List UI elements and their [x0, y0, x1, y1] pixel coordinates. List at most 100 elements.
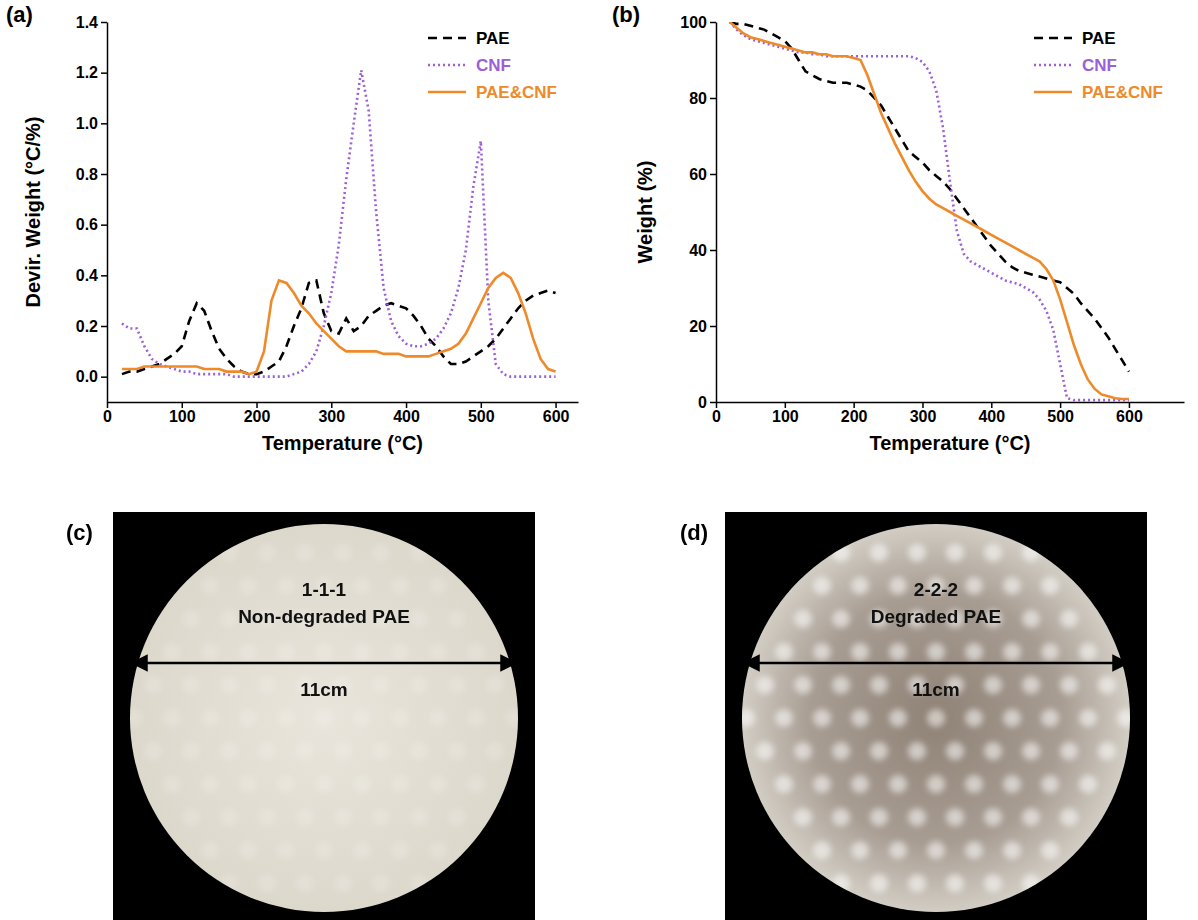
- tick: 300: [910, 402, 937, 425]
- tick: 100: [169, 402, 196, 425]
- texture-dot: [296, 544, 314, 562]
- texture-dot: [1041, 841, 1059, 859]
- tick: 600: [1116, 402, 1143, 425]
- tick: 0.0: [76, 368, 107, 385]
- texture-dot: [1022, 874, 1040, 892]
- tick-mark: [1129, 402, 1131, 408]
- texture-dot: [467, 709, 485, 727]
- tick-mark: [710, 98, 716, 100]
- legend-label: CNF: [476, 56, 511, 75]
- texture-dot: [410, 742, 428, 760]
- tick-mark: [107, 402, 109, 408]
- legend-item: PAE&CNF: [428, 83, 557, 102]
- axis-line: [716, 23, 718, 403]
- texture-dot: [908, 544, 926, 562]
- x-axis-title: Temperature (°C): [870, 432, 1031, 454]
- texture-dot: [965, 577, 983, 595]
- texture-dot: [448, 808, 466, 826]
- texture-dot: [144, 676, 162, 694]
- texture-dot: [832, 808, 850, 826]
- texture-dot: [794, 610, 812, 628]
- axis-line: [108, 402, 579, 404]
- tick-label: 100: [680, 14, 707, 31]
- texture-dot: [277, 577, 295, 595]
- texture-dot: [201, 709, 219, 727]
- panel-label: (d): [680, 520, 708, 545]
- texture-dot: [277, 841, 295, 859]
- texture-dot: [372, 676, 390, 694]
- texture-dot: [813, 709, 831, 727]
- sample-caption: Non-degraded PAE: [238, 606, 410, 627]
- texture-dot: [908, 808, 926, 826]
- texture-dot: [984, 676, 1002, 694]
- sample-caption: Degraded PAE: [871, 606, 1002, 627]
- tick: 1.2: [76, 64, 107, 81]
- texture-dot: [832, 544, 850, 562]
- texture-dot: [927, 841, 945, 859]
- texture-dot: [851, 643, 869, 661]
- tick-mark: [101, 22, 107, 24]
- tick-mark: [101, 72, 107, 74]
- chart-panel: 01002003004005006000.00.20.40.60.81.01.2…: [6, 2, 579, 454]
- texture-dot: [908, 742, 926, 760]
- texture-dot: [220, 676, 238, 694]
- texture-dot: [851, 709, 869, 727]
- tick-label: 40: [689, 242, 707, 259]
- texture-dot: [984, 742, 1002, 760]
- tick-mark: [101, 123, 107, 125]
- tick: 400: [393, 402, 420, 425]
- tick: 1.0: [76, 115, 107, 132]
- tick-mark: [256, 402, 258, 408]
- texture-dot: [201, 643, 219, 661]
- texture-dot: [946, 742, 964, 760]
- texture-dot: [1041, 775, 1059, 793]
- texture-dot: [851, 841, 869, 859]
- texture-dot: [1003, 643, 1021, 661]
- texture-dot: [1060, 610, 1078, 628]
- legend-item: CNF: [428, 56, 511, 75]
- texture-dot: [353, 577, 371, 595]
- tick-mark: [481, 402, 483, 408]
- tick-label: 100: [772, 408, 799, 425]
- texture-dot: [1117, 709, 1135, 727]
- texture-dot: [832, 676, 850, 694]
- x-axis: 0100200300400500600: [712, 402, 1184, 425]
- panel-label: (c): [66, 520, 93, 545]
- texture-dot: [163, 775, 181, 793]
- texture-dot: [315, 709, 333, 727]
- tick-label: 300: [318, 408, 345, 425]
- tick-label: 0.2: [76, 318, 98, 335]
- texture-dot: [965, 775, 983, 793]
- tick-mark: [922, 402, 924, 408]
- sample-disc: [742, 524, 1130, 912]
- sample-code: 2-2-2: [914, 579, 958, 600]
- legend-swatch: [1034, 64, 1072, 67]
- tick-label: 400: [393, 408, 420, 425]
- texture-dot: [870, 742, 888, 760]
- texture-dot: [391, 709, 409, 727]
- texture-dot: [1022, 808, 1040, 826]
- photo-background: [113, 512, 535, 920]
- texture-dot: [334, 742, 352, 760]
- texture-dot: [334, 874, 352, 892]
- tick-label: 300: [910, 408, 937, 425]
- texture-dot: [144, 742, 162, 760]
- texture-dot: [163, 643, 181, 661]
- tick-label: 0.0: [76, 368, 98, 385]
- texture-dot: [239, 775, 257, 793]
- legend-label: PAE: [1082, 29, 1116, 48]
- tick-label: 20: [689, 318, 707, 335]
- texture-dot: [1041, 709, 1059, 727]
- texture-dot: [315, 643, 333, 661]
- texture-dot: [410, 676, 428, 694]
- texture-dot: [870, 676, 888, 694]
- texture-dot: [505, 709, 523, 727]
- texture-dot: [429, 709, 447, 727]
- texture-dot: [1041, 577, 1059, 595]
- texture-dot: [448, 610, 466, 628]
- texture-dot: [239, 709, 257, 727]
- legend-swatch: [428, 91, 466, 94]
- tick-label: 500: [468, 408, 495, 425]
- legend-item: PAE: [428, 29, 510, 48]
- texture-dot: [1022, 742, 1040, 760]
